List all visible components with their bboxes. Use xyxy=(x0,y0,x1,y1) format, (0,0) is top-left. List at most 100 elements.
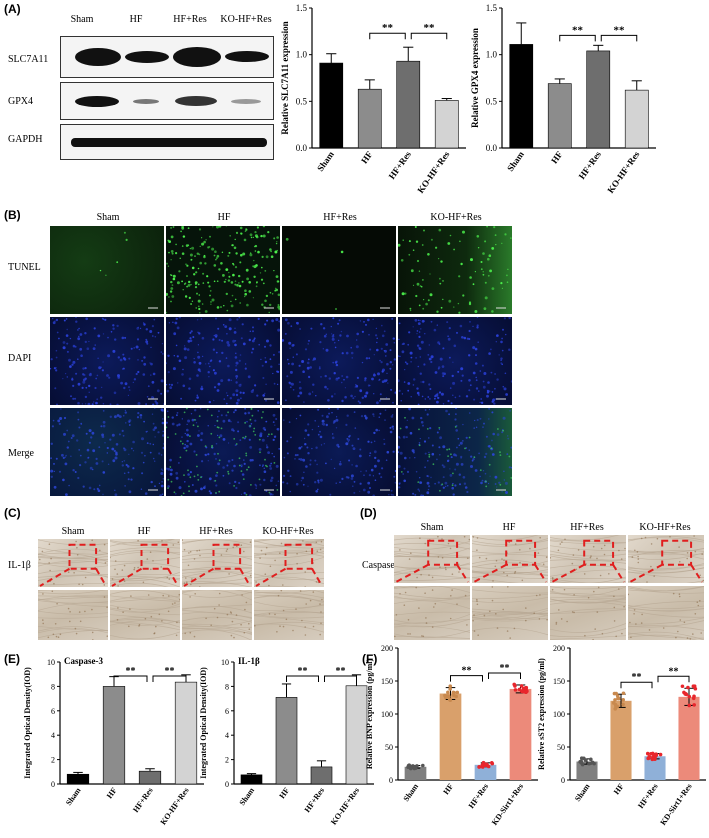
data-point xyxy=(589,757,593,762)
data-point xyxy=(454,694,458,699)
data-point xyxy=(684,692,689,697)
data-point xyxy=(477,765,482,769)
ihc-grid-caspase3 xyxy=(394,535,704,640)
bar-Sham xyxy=(66,773,90,785)
if-row-tunel: TUNEL xyxy=(8,262,41,273)
data-point xyxy=(621,691,626,696)
y-tick-label: 4 xyxy=(225,731,229,740)
if-image-tunel-2 xyxy=(282,226,396,314)
category-label: KO-HF+Res xyxy=(158,786,190,827)
ihc-caspase3-image-bottom-0 xyxy=(394,586,470,640)
if-image-dapi-3 xyxy=(398,317,512,405)
if-image-merge-3 xyxy=(398,408,512,496)
data-point xyxy=(447,694,451,699)
category-label: HF xyxy=(612,782,626,796)
bar-HF+Res xyxy=(310,766,333,785)
category-label: HF+Res xyxy=(577,149,604,181)
significance-bracket xyxy=(488,672,521,679)
y-tick-label: 0 xyxy=(51,780,55,789)
ihc-d-header-sham: Sham xyxy=(420,522,444,533)
bar-KD-Sirt1+Res xyxy=(509,688,532,780)
y-tick-label: 150 xyxy=(553,677,565,686)
chart-bnp: 0 50 100 150 200 Relative BNP expression (pg/… xyxy=(365,644,538,827)
panel-label-e: (E) xyxy=(4,652,20,666)
if-row-dapi: DAPI xyxy=(8,353,32,364)
data-point xyxy=(582,756,586,761)
data-point xyxy=(579,761,584,765)
y-tick-label: 2 xyxy=(51,756,55,765)
blot-row-gapdh: GAPDH xyxy=(8,134,43,145)
category-label: HF+Res xyxy=(387,149,414,181)
data-point xyxy=(645,751,650,756)
significance-bracket xyxy=(620,681,653,689)
y-tick-label: 100 xyxy=(553,710,565,719)
bar-HF+Res xyxy=(396,60,421,149)
chart-title: Caspase-3 xyxy=(64,656,104,666)
if-image-merge-2 xyxy=(282,408,396,496)
chart-il1b-iod: 0 2 4 6 8 10 Integrated Optical Density(IOD) IL… xyxy=(199,656,374,827)
data-point xyxy=(658,752,663,757)
blot-header-hf: HF xyxy=(129,14,143,25)
significance-label: ** xyxy=(126,666,136,677)
panel-label-b: (B) xyxy=(4,208,21,222)
y-tick-label: 8 xyxy=(51,682,55,691)
category-label: KD-Sirt1+Res xyxy=(490,782,525,827)
data-point xyxy=(687,703,692,708)
category-label: HF+Res xyxy=(467,782,490,810)
data-point xyxy=(519,684,524,688)
significance-label: ** xyxy=(632,672,642,683)
ihc-il1b-image-top-1 xyxy=(110,539,180,587)
y-tick-label: 8 xyxy=(225,682,229,691)
significance-label: ** xyxy=(165,666,175,677)
data-point xyxy=(490,761,495,766)
y-tick-label: 0 xyxy=(389,776,393,785)
if-image-merge-1 xyxy=(166,408,280,496)
bar-HF+Res xyxy=(138,770,162,785)
category-label: Sham xyxy=(315,149,336,173)
chart-title: IL-1β xyxy=(238,656,260,666)
y-tick-label: 0.5 xyxy=(486,96,498,106)
blot-gpx4 xyxy=(60,82,274,120)
y-tick-label: 6 xyxy=(225,707,229,716)
ihc-il1b-image-top-0 xyxy=(38,539,108,587)
blot-header-ko-hf-res: KO-HF+Res xyxy=(220,14,272,25)
bar-KO-HF+Res xyxy=(624,89,649,149)
y-tick-label: 6 xyxy=(51,707,55,716)
panel-label-c: (C) xyxy=(4,506,21,520)
ihc-c-header-hf-res: HF+Res xyxy=(199,526,233,537)
y-tick-label: 150 xyxy=(381,677,393,686)
ihc-il1b-image-bottom-1 xyxy=(110,590,180,640)
y-tick-label: 2 xyxy=(225,756,229,765)
data-point xyxy=(455,690,460,695)
bar-HF+Res xyxy=(586,50,611,149)
bar-Sham xyxy=(240,774,263,785)
bar-Sham xyxy=(319,62,344,149)
data-point xyxy=(512,682,517,687)
data-point xyxy=(651,752,656,757)
category-label: KO-HF+Res xyxy=(605,149,641,195)
panel-label-f: (F) xyxy=(362,652,378,666)
data-point xyxy=(687,694,692,699)
category-label: Sham xyxy=(573,782,592,803)
bar-Sham xyxy=(509,44,534,149)
data-point xyxy=(692,703,696,707)
y-tick-label: 0 xyxy=(225,780,229,789)
data-point xyxy=(409,766,413,771)
if-header-ko-hf-res: KO-HF+Res xyxy=(430,212,482,223)
panel-label-a: (A) xyxy=(4,2,21,16)
bar-HF xyxy=(357,88,382,149)
data-point xyxy=(654,753,659,757)
data-point xyxy=(649,751,653,756)
y-tick-label: 0.0 xyxy=(486,143,498,153)
y-tick-label: 1.0 xyxy=(296,50,308,60)
significance-bracket xyxy=(559,34,596,42)
blot-row-slc7a11: SLC7A11 xyxy=(8,54,49,65)
ihc-c-header-sham: Sham xyxy=(61,526,85,537)
significance-bracket xyxy=(657,675,690,683)
data-point xyxy=(650,757,655,762)
significance-bracket xyxy=(324,675,357,682)
data-point xyxy=(621,698,625,702)
data-point xyxy=(517,687,522,692)
category-label: HF xyxy=(441,782,455,796)
data-point xyxy=(613,707,618,711)
